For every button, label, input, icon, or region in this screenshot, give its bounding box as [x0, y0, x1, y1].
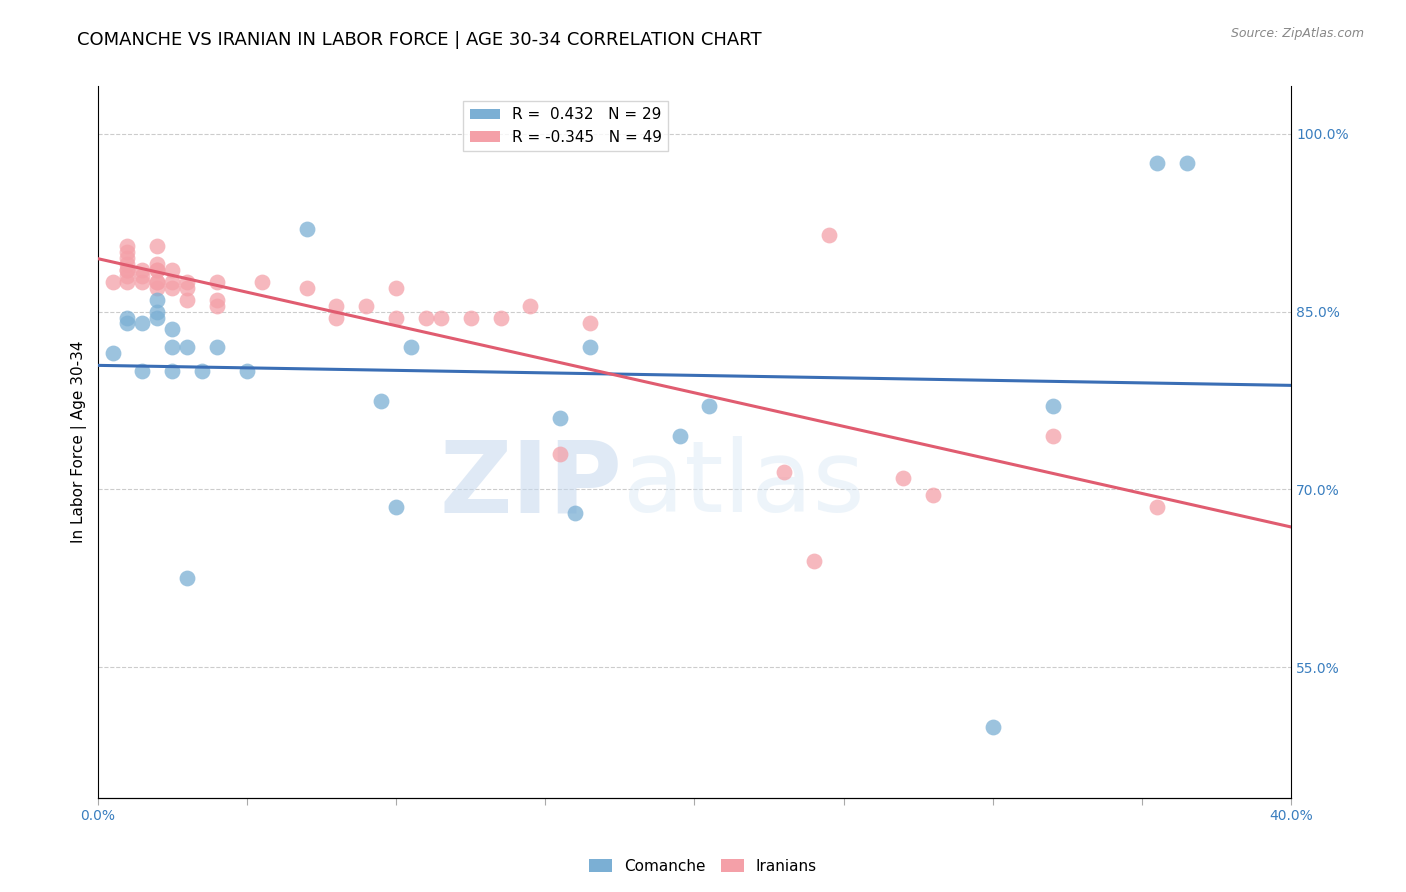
Legend: R =  0.432   N = 29, R = -0.345   N = 49: R = 0.432 N = 29, R = -0.345 N = 49	[464, 101, 668, 151]
Point	[579, 317, 602, 331]
Point	[354, 299, 377, 313]
Point	[295, 221, 318, 235]
Point	[176, 571, 198, 585]
Point	[430, 310, 453, 325]
Point	[205, 299, 228, 313]
Point	[205, 293, 228, 307]
Point	[205, 275, 228, 289]
Point	[981, 720, 1004, 734]
Point	[519, 299, 541, 313]
Point	[131, 268, 153, 283]
Point	[773, 465, 796, 479]
Point	[176, 275, 198, 289]
Point	[399, 340, 422, 354]
Point	[803, 553, 825, 567]
Point	[236, 364, 259, 378]
Text: ZIP: ZIP	[440, 436, 623, 533]
Point	[117, 239, 139, 253]
Point	[101, 275, 124, 289]
Point	[146, 275, 169, 289]
Point	[162, 340, 184, 354]
Point	[162, 281, 184, 295]
Point	[117, 310, 139, 325]
Point	[1146, 156, 1168, 170]
Point	[117, 317, 139, 331]
Point	[162, 364, 184, 378]
Point	[162, 263, 184, 277]
Point	[117, 245, 139, 260]
Point	[176, 281, 198, 295]
Point	[117, 275, 139, 289]
Point	[548, 411, 571, 425]
Point	[131, 275, 153, 289]
Point	[370, 393, 392, 408]
Point	[101, 346, 124, 360]
Point	[295, 281, 318, 295]
Point	[1042, 429, 1064, 443]
Point	[146, 304, 169, 318]
Point	[668, 429, 690, 443]
Point	[131, 364, 153, 378]
Point	[176, 340, 198, 354]
Text: atlas: atlas	[623, 436, 865, 533]
Point	[146, 275, 169, 289]
Point	[117, 252, 139, 266]
Point	[460, 310, 482, 325]
Point	[117, 257, 139, 271]
Point	[325, 299, 347, 313]
Point	[1042, 400, 1064, 414]
Point	[1175, 156, 1198, 170]
Point	[146, 293, 169, 307]
Point	[548, 447, 571, 461]
Point	[146, 281, 169, 295]
Point	[415, 310, 437, 325]
Point	[817, 227, 839, 242]
Point	[564, 506, 586, 520]
Point	[699, 400, 721, 414]
Point	[162, 275, 184, 289]
Point	[117, 268, 139, 283]
Point	[385, 310, 408, 325]
Text: Source: ZipAtlas.com: Source: ZipAtlas.com	[1230, 27, 1364, 40]
Point	[146, 263, 169, 277]
Point	[176, 293, 198, 307]
Point	[131, 317, 153, 331]
Text: COMANCHE VS IRANIAN IN LABOR FORCE | AGE 30-34 CORRELATION CHART: COMANCHE VS IRANIAN IN LABOR FORCE | AGE…	[77, 31, 762, 49]
Point	[579, 340, 602, 354]
Point	[146, 239, 169, 253]
Point	[893, 470, 915, 484]
Point	[131, 263, 153, 277]
Point	[205, 340, 228, 354]
Point	[385, 281, 408, 295]
Point	[250, 275, 273, 289]
Point	[117, 263, 139, 277]
Point	[489, 310, 512, 325]
Point	[1146, 500, 1168, 515]
Point	[146, 257, 169, 271]
Point	[117, 263, 139, 277]
Point	[146, 310, 169, 325]
Point	[191, 364, 214, 378]
Point	[385, 500, 408, 515]
Point	[146, 263, 169, 277]
Point	[922, 488, 945, 502]
Point	[162, 322, 184, 336]
Y-axis label: In Labor Force | Age 30-34: In Labor Force | Age 30-34	[72, 341, 87, 543]
Legend: Comanche, Iranians: Comanche, Iranians	[583, 853, 823, 880]
Point	[325, 310, 347, 325]
